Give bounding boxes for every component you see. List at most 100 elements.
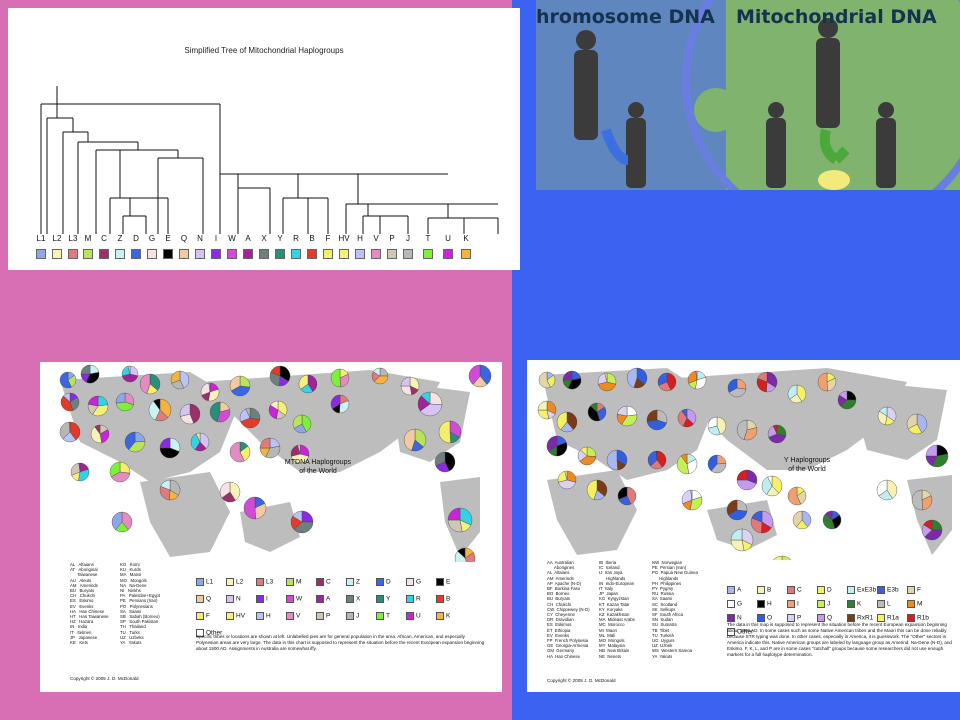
pie-slice [716, 416, 727, 435]
tree-leaf-label: W [228, 234, 236, 243]
pie-slice [751, 510, 763, 523]
pie-slice [240, 417, 261, 429]
pie-slice [840, 399, 857, 410]
pie-slice [596, 479, 608, 497]
pie-slice [434, 451, 446, 466]
haplogroup-label: K [857, 600, 862, 608]
haplogroup-label: L1 [206, 578, 214, 586]
pie-slice [468, 364, 481, 385]
tree-leaf-swatch [195, 249, 205, 259]
pie-slice [245, 407, 251, 419]
pie-slice [457, 547, 466, 559]
pie-slice [686, 408, 697, 425]
pie-slice [189, 403, 201, 424]
pie-slice [219, 481, 231, 499]
haplogroup-legend-item: W [286, 595, 302, 603]
pie-slice [292, 414, 303, 429]
pie-slice [626, 367, 638, 388]
haplogroup-label: G [737, 600, 743, 608]
haplogroup-legend-item: B [757, 586, 771, 594]
mitochondrial-dna-title: Mitochondrial DNA [736, 6, 937, 28]
pie-slice [179, 370, 190, 389]
tree-leaf-label: P [389, 234, 395, 243]
tree-leaf-swatch [36, 249, 46, 259]
haplogroup-label: B [446, 595, 451, 603]
pie-slice [208, 382, 211, 393]
haplogroup-legend-item: C [316, 578, 331, 586]
pie-slice [292, 510, 303, 523]
pie-slice [170, 370, 181, 384]
pie-slice [291, 453, 309, 464]
pie-slice [772, 555, 783, 560]
tree-leaf-label: L3 [68, 234, 78, 243]
pie-slice [373, 375, 389, 385]
tree-leaf-swatch [243, 249, 253, 259]
pie-slice [647, 450, 658, 467]
haplogroup-label: RxR1 [857, 614, 874, 622]
haplogroup-label: N [737, 614, 742, 622]
haplogroup-label: E [446, 578, 451, 586]
haplogroup-legend-item: C [787, 586, 802, 594]
haplogroup-swatch [406, 612, 414, 620]
pie-slice [538, 371, 551, 389]
pie-slice [301, 414, 312, 433]
pie-slice [736, 469, 748, 481]
pie-slice [710, 463, 727, 474]
tree-leaf-label: C [101, 234, 107, 243]
pie-slice [772, 424, 778, 435]
chromosome-dna-title: hromosome DNA [536, 6, 715, 28]
pie-slice [59, 371, 72, 389]
pie-slice [179, 403, 191, 417]
haplogroup-swatch [907, 614, 915, 622]
haplogroup-swatch [256, 612, 264, 620]
haplogroup-swatch [847, 600, 855, 608]
haplogroup-swatch [727, 614, 735, 622]
haplogroup-swatch [346, 612, 354, 620]
haplogroup-label: R1a [887, 614, 899, 622]
pie-slice [562, 370, 573, 381]
pie-slice [330, 368, 341, 388]
pie-slice [680, 453, 688, 465]
haplogroup-swatch [316, 595, 324, 603]
pie-slice [153, 398, 161, 411]
pie-slice [556, 411, 568, 430]
pie-slice [727, 509, 748, 521]
haplogroup-legend-item: T [376, 612, 390, 620]
haplogroup-legend-item: G [406, 578, 421, 586]
pie-slice [195, 432, 201, 443]
pie-slice [606, 449, 618, 471]
haplogroup-swatch [877, 586, 885, 594]
haplogroup-label: L [887, 600, 891, 608]
pie-slice [90, 426, 102, 444]
haplogroup-label: L3 [266, 578, 274, 586]
pie-slice [646, 409, 658, 422]
haplogroup-label: R1b [917, 614, 929, 622]
tree-leaf-swatch [68, 249, 78, 259]
tree-leaf-label: E [165, 234, 171, 243]
y-title-line2: of the World [788, 466, 826, 473]
haplogroup-legend-item: A [727, 586, 741, 594]
haplogroup-swatch [727, 600, 735, 608]
tree-leaf-swatch [211, 249, 221, 259]
tree-leaf-label: Z [117, 234, 123, 243]
tree-leaf-swatch [339, 249, 349, 259]
pie-slice [270, 400, 279, 411]
y-copyright: Copyright © 2005 J. D. McDonald [547, 678, 616, 683]
pie-slice [159, 437, 171, 449]
haplogroup-legend-item: N [727, 614, 742, 622]
haplogroup-label: P [326, 612, 331, 620]
tree-leaf-label: F [325, 234, 331, 243]
haplogroup-label: A [326, 595, 331, 603]
pie-slice [656, 450, 658, 461]
tree-leaf-label: V [373, 234, 379, 243]
pie-slice [80, 364, 91, 375]
pie-slice [92, 404, 109, 417]
haplogroup-swatch [436, 595, 444, 603]
haplogroup-label: HV [236, 612, 246, 620]
tree-leaf-label: H [357, 234, 363, 243]
tree-leaf-label: D [133, 234, 139, 243]
pie-slice [911, 489, 923, 511]
haplogroup-legend-item: P [316, 612, 330, 620]
tree-leaf-label: I [214, 234, 218, 243]
pie-slice [695, 370, 698, 381]
